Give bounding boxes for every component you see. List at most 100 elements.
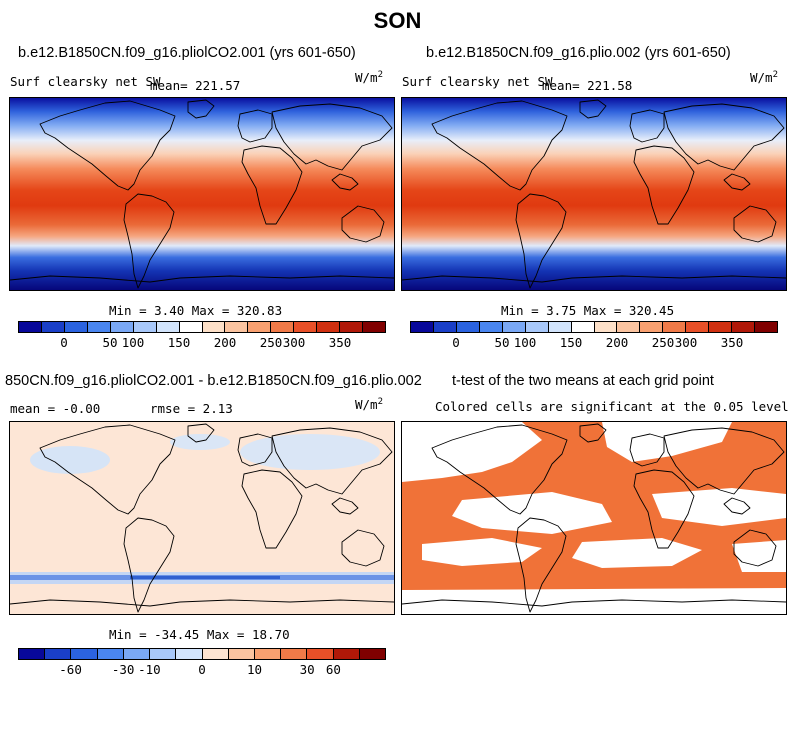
panel1-colorbar	[18, 321, 386, 333]
panel2-colorbar-color-box	[732, 322, 756, 332]
panel1-variable-label: Surf clearsky net SW	[10, 74, 161, 89]
panel1-colorbar-color-box	[248, 322, 272, 332]
panel4-subtitle: Colored cells are significant at the 0.0…	[435, 399, 789, 414]
panel2-colorbar-color-box	[433, 322, 457, 332]
panel1-colorbar-tick-label: 0	[60, 335, 68, 350]
panel3-colorbar-color-box	[333, 649, 360, 659]
panel3-colorbar-tick-label: -30	[111, 662, 135, 677]
panel1-map	[9, 97, 395, 291]
panel1-colorbar-color-box	[64, 322, 88, 332]
panel1-colorbar-color-box	[294, 322, 318, 332]
panel3-rmse: rmse = 2.13	[150, 401, 233, 416]
panel2-colorbar-tick-label: 100	[513, 335, 537, 350]
panel1-colorbar-color-box	[19, 322, 42, 332]
panel1-colorbar-color-box	[156, 322, 180, 332]
panel2-colorbar-tick-label: 0	[452, 335, 460, 350]
panel1-colorbar-color-box	[41, 322, 65, 332]
panel2-map	[401, 97, 787, 291]
panel3-colorbar-tick-label: 10	[247, 662, 263, 677]
panel2-minmax: Min = 3.75 Max = 320.45	[501, 303, 675, 318]
panel3-colorbar-tick-label: -60	[59, 662, 82, 677]
panel2-colorbar-color-box	[640, 322, 664, 332]
panel3-colorbar-color-box	[176, 649, 203, 659]
panel2-colorbar-color-box	[548, 322, 572, 332]
panel2-colorbar	[410, 321, 778, 333]
panel2-mean: mean= 221.58	[542, 78, 633, 93]
panel2-colorbar-color-box	[456, 322, 480, 332]
panel2-colorbar-tick-label: 350	[720, 335, 744, 350]
panel2-variable-label: Surf clearsky net SW	[402, 74, 553, 89]
panel3-colorbar-tick-label: 0	[198, 662, 206, 677]
panel3-colorbar-color-box	[359, 649, 386, 659]
panel3-colorbar-tick-label: -10	[138, 662, 161, 677]
panel1-units: W/m2	[355, 70, 383, 86]
panel4-field	[402, 422, 786, 614]
panel3-colorbar-color-box	[45, 649, 72, 659]
panel1-colorbar-color-box	[271, 322, 295, 332]
panel2-colorbar-color-box	[686, 322, 710, 332]
panel1-colorbar-tick-label: 100	[121, 335, 145, 350]
panel3-minmax: Min = -34.45 Max = 18.70	[109, 627, 290, 642]
panel2-title: b.e12.B1850CN.f09_g16.plio.002 (yrs 601-…	[426, 45, 731, 61]
panel2-colorbar-color-box	[571, 322, 595, 332]
panel1-colorbar-tick-label: 200	[213, 335, 237, 350]
panel2-colorbar-color-box	[617, 322, 641, 332]
panel3-field	[10, 422, 394, 614]
panel2-colorbar-tick-label: 300	[674, 335, 698, 350]
panel1-field	[10, 98, 394, 290]
panel2-field	[402, 98, 786, 290]
panel2-colorbar-color-box	[755, 322, 777, 332]
panel2-colorbar-tick-label: 250	[651, 335, 675, 350]
panel1-colorbar-color-box	[179, 322, 203, 332]
panel2-colorbar-tick-label: 150	[559, 335, 583, 350]
panel3-colorbar-color-box	[150, 649, 177, 659]
panel3-colorbar-tick-label: 30	[299, 662, 315, 677]
panel3-colorbar-color-box	[281, 649, 308, 659]
panel1-colorbar-color-box	[133, 322, 157, 332]
panel1-colorbar-ticks: 0 50 100 150 200 250 300 350	[18, 335, 386, 351]
panel1-colorbar-color-box	[317, 322, 341, 332]
panel2-colorbar-color-box	[663, 322, 687, 332]
panel3-colorbar-tick-label: 60	[325, 662, 341, 677]
panel1-title: b.e12.B1850CN.f09_g16.pliolCO2.001 (yrs …	[18, 45, 356, 61]
panel2-colorbar-color-box	[525, 322, 549, 332]
panel2-colorbar-ticks: 0 50 100 150 200 250 300 350	[410, 335, 778, 351]
panel3-colorbar-color-box	[202, 649, 229, 659]
panel2-colorbar-color-box	[594, 322, 618, 332]
panel1-colorbar-color-box	[110, 322, 134, 332]
panel1-colorbar-color-box	[202, 322, 226, 332]
panel1-colorbar-color-box	[225, 322, 249, 332]
panel4-title: t-test of the two means at each grid poi…	[452, 373, 714, 389]
panel2-colorbar-color-box	[502, 322, 526, 332]
panel3-colorbar-ticks: -60 -30 -10 0 10 30 60	[18, 662, 386, 678]
panel3-colorbar-color-box	[307, 649, 334, 659]
panel1-colorbar-tick-label: 350	[328, 335, 352, 350]
panel3-colorbar-color-box	[228, 649, 255, 659]
panel2-colorbar-color-box	[479, 322, 503, 332]
figure-title: SON	[373, 8, 422, 33]
panel2-units: W/m2	[750, 70, 778, 86]
panel3-colorbar-color-box	[123, 649, 151, 659]
panel3-colorbar-color-box	[97, 649, 124, 659]
panel2-colorbar-color-box	[411, 322, 434, 332]
panel2-colorbar-color-box	[709, 322, 733, 332]
panel1-colorbar-tick-label: 150	[167, 335, 191, 350]
panel1-colorbar-tick-label: 50	[102, 335, 118, 350]
panel2-colorbar-tick-label: 50	[494, 335, 510, 350]
panel3-colorbar-color-box	[19, 649, 46, 659]
panel1-colorbar-color-box	[363, 322, 385, 332]
panel4-map	[401, 421, 787, 615]
panel3-colorbar	[18, 648, 386, 660]
panel1-colorbar-tick-label: 300	[282, 335, 306, 350]
panel1-minmax: Min = 3.40 Max = 320.83	[109, 303, 283, 318]
panel3-colorbar-color-box	[71, 649, 98, 659]
panel3-mean: mean = -0.00	[10, 401, 101, 416]
panel1-colorbar-color-box	[340, 322, 364, 332]
panel2-colorbar-tick-label: 200	[605, 335, 629, 350]
panel1-mean: mean= 221.57	[150, 78, 241, 93]
panel3-colorbar-color-box	[254, 649, 282, 659]
panel3-units: W/m2	[355, 397, 383, 413]
panel1-colorbar-tick-label: 250	[259, 335, 283, 350]
panel3-map	[9, 421, 395, 615]
panel1-colorbar-color-box	[87, 322, 111, 332]
